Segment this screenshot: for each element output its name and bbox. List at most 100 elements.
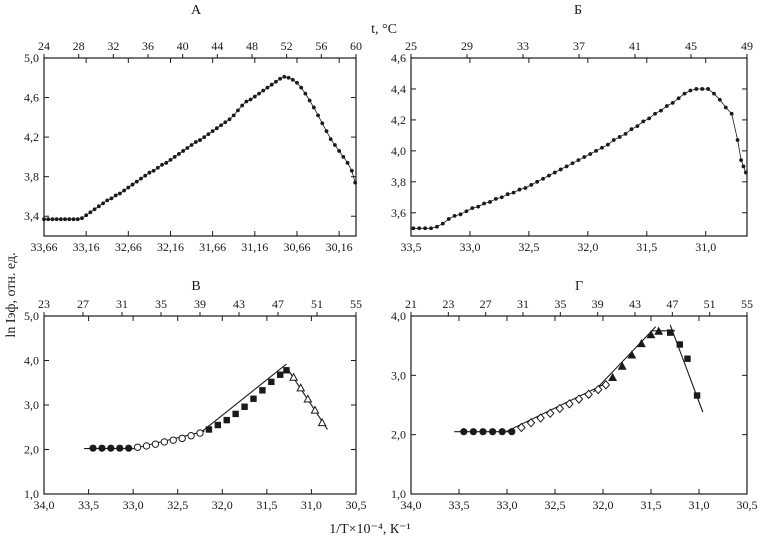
data-point-open-triangle xyxy=(317,417,327,427)
fit-line xyxy=(199,363,287,434)
top-axis-label: t, °C xyxy=(371,22,397,37)
data-point xyxy=(517,187,522,192)
data-point-filled-triangle xyxy=(654,326,664,335)
data-point xyxy=(353,180,358,185)
data-point-open-diamond xyxy=(601,380,611,390)
data-point xyxy=(92,207,97,212)
top-tick-label: 39 xyxy=(592,297,604,311)
data-point-filled-triangle xyxy=(627,350,637,359)
data-point-filled-square xyxy=(283,367,290,374)
data-point-filled-square xyxy=(667,329,674,336)
data-point xyxy=(307,98,312,103)
data-point-filled-square xyxy=(259,387,266,394)
data-point xyxy=(206,132,211,137)
panel-title-v: В xyxy=(191,279,200,294)
panel-title-b: Б xyxy=(574,3,582,18)
data-point xyxy=(594,148,598,153)
data-point xyxy=(499,195,504,200)
top-tick-label: 43 xyxy=(233,297,245,311)
top-tick-label: 23 xyxy=(442,297,454,311)
data-point xyxy=(588,152,593,156)
data-point xyxy=(227,117,232,122)
top-tick-label: 35 xyxy=(554,297,566,311)
x-tick-label: 31,5 xyxy=(641,498,662,512)
x-tick-label: 33,16 xyxy=(73,240,100,254)
data-point-open-diamond xyxy=(555,403,565,414)
data-point-open-circle xyxy=(187,432,195,440)
data-point xyxy=(299,85,304,90)
data-point xyxy=(670,100,675,105)
data-point xyxy=(252,94,257,99)
data-point xyxy=(172,154,177,159)
data-point xyxy=(493,196,498,201)
data-point xyxy=(84,213,89,218)
data-point-open-diamond xyxy=(565,399,574,409)
data-point xyxy=(126,185,131,190)
data-point xyxy=(464,209,469,214)
data-point xyxy=(244,99,249,104)
data-point xyxy=(50,217,55,222)
data-point xyxy=(611,138,616,142)
data-point xyxy=(735,138,740,142)
x-tick-label: 31,0 xyxy=(301,498,322,512)
data-point-filled-square xyxy=(205,426,213,433)
data-point xyxy=(694,87,699,91)
data-point-open-circle xyxy=(142,442,151,450)
data-point xyxy=(109,196,114,201)
x-tick-label: 30,66 xyxy=(283,240,310,254)
data-point xyxy=(143,173,148,178)
data-point-filled-triangle xyxy=(646,330,656,339)
data-point xyxy=(458,212,463,217)
data-point xyxy=(664,104,669,108)
data-point-filled-square xyxy=(241,403,248,410)
data-point-open-triangle xyxy=(310,405,320,414)
y-tick-label: 5,0 xyxy=(24,51,39,65)
y-tick-label: 4,2 xyxy=(391,113,406,127)
top-tick-label: 51 xyxy=(704,297,716,311)
data-point-filled-circle xyxy=(89,444,97,452)
data-point xyxy=(423,226,428,231)
data-point-open-diamond xyxy=(517,422,526,433)
top-tick-label: 45 xyxy=(685,39,697,53)
data-point xyxy=(700,87,705,91)
data-point xyxy=(147,170,152,175)
top-tick-label: 33 xyxy=(517,39,529,53)
top-tick-label: 24 xyxy=(38,39,50,53)
top-tick-label: 56 xyxy=(315,39,327,53)
top-tick-label: 47 xyxy=(666,297,678,311)
data-point xyxy=(723,105,728,110)
data-point xyxy=(151,168,156,173)
data-point xyxy=(290,77,295,82)
data-point xyxy=(236,108,240,113)
data-point-filled-square xyxy=(250,395,257,402)
top-tick-label: 44 xyxy=(211,39,223,53)
data-point xyxy=(160,162,164,167)
data-point-open-diamond xyxy=(584,389,593,400)
data-point xyxy=(541,176,545,181)
y-tick-label: 3,0 xyxy=(391,368,406,382)
data-point xyxy=(529,183,534,187)
data-point-open-circle xyxy=(169,436,177,444)
x-tick-label: 30,5 xyxy=(346,498,367,512)
x-tick-label: 31,0 xyxy=(689,498,710,512)
top-tick-label: 55 xyxy=(350,297,362,311)
data-point xyxy=(641,119,646,124)
data-point xyxy=(629,127,634,132)
data-point xyxy=(231,113,236,118)
panel-title-g: Г xyxy=(575,279,583,294)
top-tick-label: 52 xyxy=(281,39,293,53)
data-point xyxy=(265,85,270,90)
data-point xyxy=(303,91,308,96)
data-point xyxy=(316,113,320,118)
data-point xyxy=(653,111,657,116)
top-tick-label: 32 xyxy=(107,39,119,53)
y-axis-label: ln Iэф, отн. ед. xyxy=(4,252,19,337)
data-point-filled-circle xyxy=(116,444,124,452)
data-point xyxy=(63,217,67,222)
x-tick-label: 33,5 xyxy=(449,498,470,512)
x-tick-label: 32,66 xyxy=(115,240,142,254)
y-tick-label: 3,4 xyxy=(24,209,39,223)
y-tick-label: 3,8 xyxy=(391,175,406,189)
